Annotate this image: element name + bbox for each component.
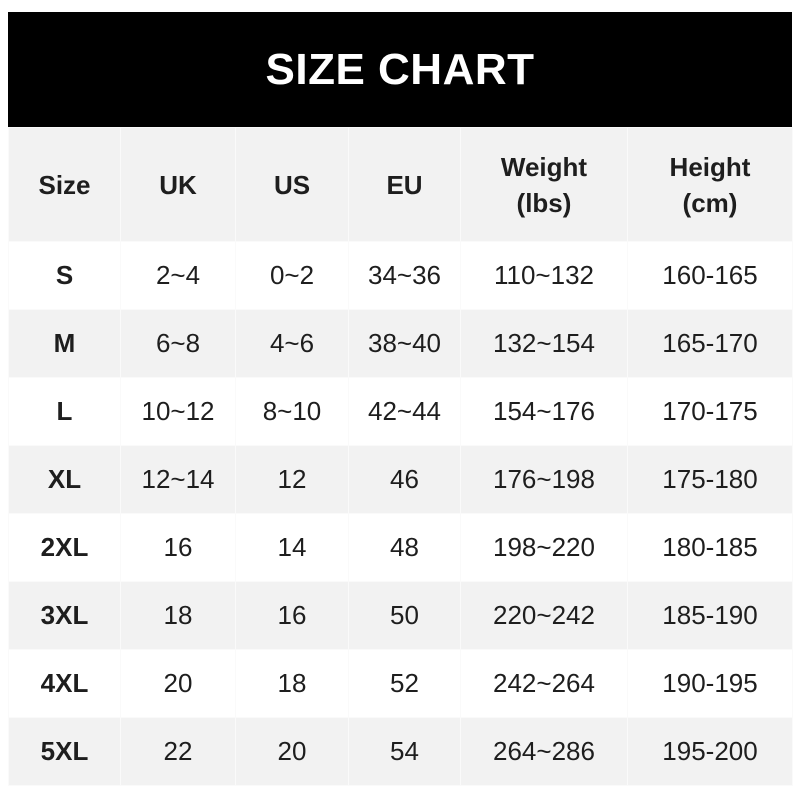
cell-eu: 42~44: [348, 377, 461, 446]
cell-eu: 54: [348, 717, 461, 786]
size-chart-table: Size UK US EU Weight (lbs) Height (cm) S 2~4 0~2 3…: [8, 127, 793, 786]
cell-eu: 34~36: [348, 241, 461, 310]
header-label: EU: [386, 169, 423, 200]
cell-weight: 242~264: [460, 649, 628, 718]
cell-eu: 50: [348, 581, 461, 650]
cell-uk: 22: [120, 717, 236, 786]
cell-height: 185-190: [627, 581, 793, 650]
header-unit: (cm): [682, 187, 738, 218]
cell-us: 0~2: [235, 241, 349, 310]
cell-uk: 12~14: [120, 445, 236, 514]
cell-size: 5XL: [8, 717, 121, 786]
cell-size: 2XL: [8, 513, 121, 582]
header-label: Height: [669, 151, 751, 182]
column-header-eu: EU: [348, 127, 461, 242]
table-row: S 2~4 0~2 34~36 110~132 160-165: [8, 241, 793, 310]
table-row: XL 12~14 12 46 176~198 175-180: [8, 445, 793, 514]
cell-size: XL: [8, 445, 121, 514]
cell-weight: 264~286: [460, 717, 628, 786]
table-row: L 10~12 8~10 42~44 154~176 170-175: [8, 377, 793, 446]
cell-height: 175-180: [627, 445, 793, 514]
cell-weight: 198~220: [460, 513, 628, 582]
column-header-weight: Weight (lbs): [460, 127, 628, 242]
cell-weight: 110~132: [460, 241, 628, 310]
header-label: Weight: [500, 151, 588, 182]
cell-us: 20: [235, 717, 349, 786]
cell-us: 8~10: [235, 377, 349, 446]
column-header-size: Size: [8, 127, 121, 242]
table-row: M 6~8 4~6 38~40 132~154 165-170: [8, 309, 793, 378]
cell-height: 195-200: [627, 717, 793, 786]
cell-size: M: [8, 309, 121, 378]
header-unit: (lbs): [516, 187, 572, 218]
header-label: UK: [159, 169, 197, 200]
cell-us: 18: [235, 649, 349, 718]
header-label: US: [273, 169, 311, 200]
column-header-height: Height (cm): [627, 127, 793, 242]
cell-size: S: [8, 241, 121, 310]
header-label: Size: [38, 169, 91, 200]
cell-height: 160-165: [627, 241, 793, 310]
cell-uk: 6~8: [120, 309, 236, 378]
cell-eu: 46: [348, 445, 461, 514]
cell-size: 4XL: [8, 649, 121, 718]
cell-weight: 220~242: [460, 581, 628, 650]
cell-weight: 132~154: [460, 309, 628, 378]
cell-us: 16: [235, 581, 349, 650]
column-header-uk: UK: [120, 127, 236, 242]
cell-eu: 38~40: [348, 309, 461, 378]
cell-uk: 20: [120, 649, 236, 718]
table-row: 2XL 16 14 48 198~220 180-185: [8, 513, 793, 582]
cell-weight: 176~198: [460, 445, 628, 514]
cell-uk: 2~4: [120, 241, 236, 310]
cell-height: 165-170: [627, 309, 793, 378]
cell-uk: 16: [120, 513, 236, 582]
table-row: 3XL 18 16 50 220~242 185-190: [8, 581, 793, 650]
cell-us: 4~6: [235, 309, 349, 378]
cell-uk: 10~12: [120, 377, 236, 446]
table-row: 5XL 22 20 54 264~286 195-200: [8, 717, 793, 786]
cell-height: 180-185: [627, 513, 793, 582]
cell-uk: 18: [120, 581, 236, 650]
cell-size: 3XL: [8, 581, 121, 650]
cell-us: 14: [235, 513, 349, 582]
cell-size: L: [8, 377, 121, 446]
cell-eu: 52: [348, 649, 461, 718]
cell-us: 12: [235, 445, 349, 514]
cell-eu: 48: [348, 513, 461, 582]
cell-weight: 154~176: [460, 377, 628, 446]
size-chart-title: SIZE CHART: [8, 12, 792, 127]
cell-height: 190-195: [627, 649, 793, 718]
column-header-us: US: [235, 127, 349, 242]
cell-height: 170-175: [627, 377, 793, 446]
header-row: Size UK US EU Weight (lbs) Height (cm): [8, 127, 793, 242]
table-row: 4XL 20 18 52 242~264 190-195: [8, 649, 793, 718]
